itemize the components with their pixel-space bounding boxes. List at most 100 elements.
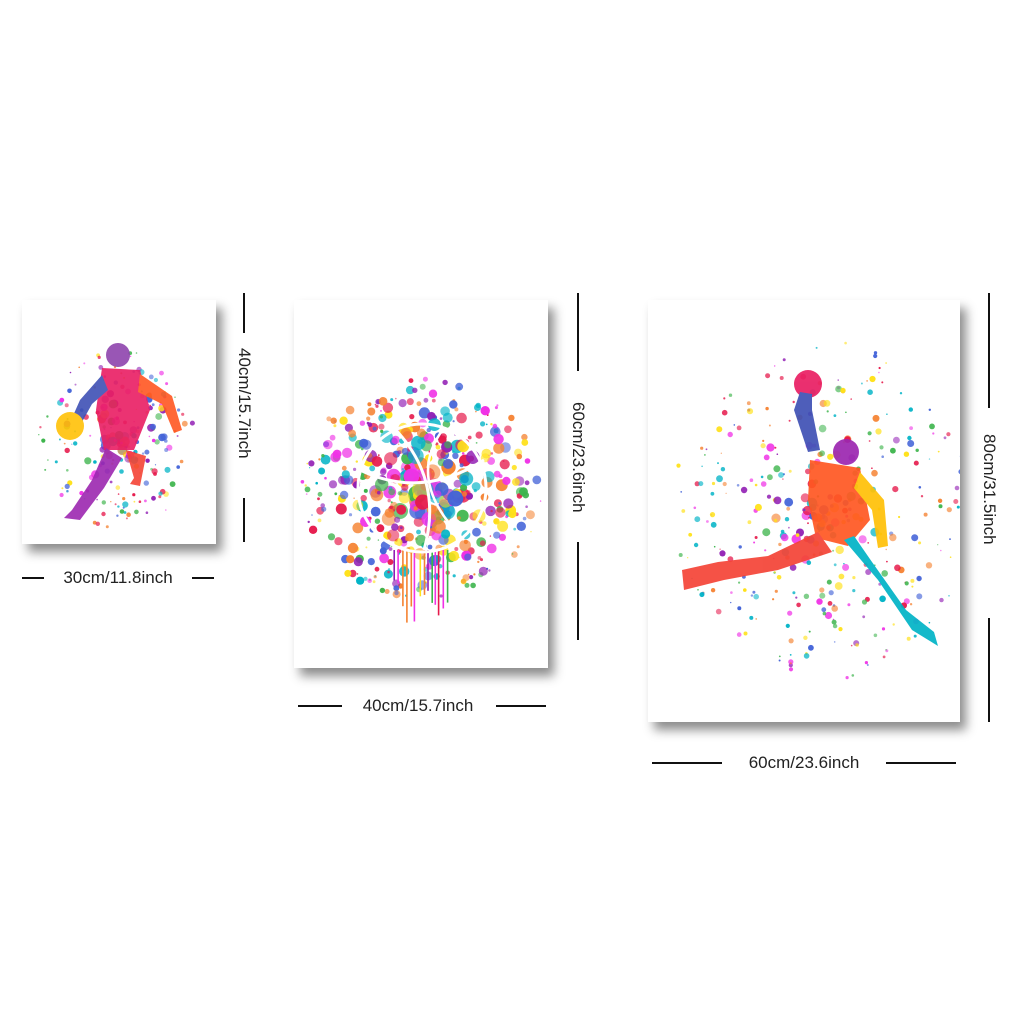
- paint-splatter: [488, 569, 491, 572]
- paint-splatter: [141, 452, 145, 455]
- paint-splatter: [513, 527, 517, 531]
- paint-splatter: [151, 438, 156, 443]
- paint-splatter: [67, 388, 72, 394]
- paint-splatter: [332, 449, 342, 459]
- paint-splatter: [305, 493, 308, 495]
- paint-splatter: [937, 498, 943, 503]
- paint-splatter: [413, 516, 424, 527]
- paint-splatter: [135, 352, 138, 354]
- paint-splatter: [416, 401, 422, 407]
- paint-splatter: [796, 602, 801, 608]
- paint-splatter: [459, 471, 474, 486]
- poster-large-width-label: 60cm/23.6inch: [748, 753, 860, 772]
- paint-splatter: [73, 441, 78, 446]
- paint-splatter: [363, 488, 368, 493]
- paint-splatter: [819, 592, 826, 599]
- paint-splatter: [928, 408, 931, 411]
- paint-splatter: [372, 426, 377, 431]
- paint-splatter: [116, 514, 119, 517]
- paint-splatter: [439, 417, 443, 420]
- paint-splatter: [391, 435, 400, 445]
- paint-splatter: [842, 563, 850, 571]
- paint-splatter: [786, 506, 791, 511]
- paint-splatter: [174, 396, 176, 398]
- paint-splatter: [482, 521, 487, 526]
- paint-splatter: [435, 442, 439, 446]
- paint-splatter: [890, 447, 896, 454]
- paint-splatter: [413, 506, 418, 511]
- paint-splatter: [177, 408, 181, 412]
- paint-splatter: [508, 414, 515, 422]
- paint-splatter: [780, 533, 789, 542]
- paint-splatter: [341, 465, 347, 471]
- paint-splatter: [306, 462, 309, 465]
- paint-splatter: [158, 491, 163, 496]
- paint-splatter: [885, 362, 887, 364]
- paint-splatter: [782, 478, 784, 480]
- paint-splatter: [344, 569, 352, 577]
- paint-splatter: [847, 603, 851, 607]
- paint-splatter: [772, 598, 775, 601]
- paint-splatter: [311, 514, 313, 516]
- paint-splatter: [318, 467, 326, 475]
- paint-splatter: [881, 627, 886, 631]
- paint-splatter: [367, 558, 375, 566]
- paint-splatter: [694, 481, 700, 487]
- paint-splatter: [405, 385, 415, 395]
- paint-splatter: [164, 439, 168, 443]
- paint-splatter: [953, 499, 959, 504]
- paint-splatter: [125, 517, 128, 520]
- paint-splatter: [41, 438, 46, 443]
- paint-splatter: [881, 570, 888, 577]
- paint-splatter: [339, 416, 348, 425]
- paint-splatter: [149, 423, 156, 430]
- paint-splatter: [807, 522, 809, 525]
- paint-splatter: [493, 518, 500, 525]
- paint-splatter: [435, 444, 441, 450]
- paint-splatter: [835, 545, 844, 555]
- paint-splatter: [377, 490, 381, 495]
- paint-splatter: [489, 535, 492, 537]
- paint-splatter: [110, 501, 112, 503]
- paint-splatter: [461, 452, 465, 455]
- poster-small-width-line-right: [192, 577, 214, 579]
- paint-splatter: [831, 605, 838, 612]
- paint-splatter: [939, 597, 944, 603]
- poster-medium-width-line-right: [496, 705, 546, 707]
- paint-splatter: [434, 490, 442, 498]
- paint-splatter: [539, 500, 542, 502]
- paint-splatter: [803, 653, 810, 659]
- paint-splatter: [802, 508, 806, 512]
- paint-splatter: [342, 447, 353, 458]
- paint-splatter: [366, 536, 371, 541]
- paint-splatter: [323, 439, 333, 450]
- paint-splatter: [151, 403, 155, 407]
- paint-splatter: [353, 467, 357, 471]
- paint-splatter: [782, 358, 786, 362]
- paint-splatter: [789, 654, 792, 656]
- paint-splatter: [366, 421, 370, 425]
- paint-splatter: [422, 376, 428, 382]
- paint-splatter: [93, 460, 97, 464]
- paint-splatter: [490, 423, 493, 426]
- paint-splatter: [937, 450, 940, 453]
- paint-splatter: [58, 438, 61, 441]
- paint-splatter: [409, 414, 415, 420]
- paint-splatter: [838, 627, 843, 632]
- paint-splatter: [399, 526, 403, 529]
- paint-splatter: [516, 453, 523, 460]
- paint-splatter: [789, 662, 792, 665]
- paint-splatter: [71, 443, 73, 445]
- paint-splatter: [532, 475, 542, 485]
- paint-splatter: [454, 407, 459, 412]
- paint-splatter: [377, 454, 380, 456]
- paint-splatter: [716, 426, 723, 433]
- paint-splatter: [858, 535, 867, 544]
- paint-splatter: [427, 544, 433, 550]
- paint-splatter: [760, 481, 767, 487]
- paint-splatter: [367, 402, 372, 407]
- paint-splatter: [824, 611, 833, 620]
- paint-splatter: [347, 542, 359, 554]
- paint-splatter: [101, 511, 106, 517]
- paint-splatter: [737, 606, 742, 611]
